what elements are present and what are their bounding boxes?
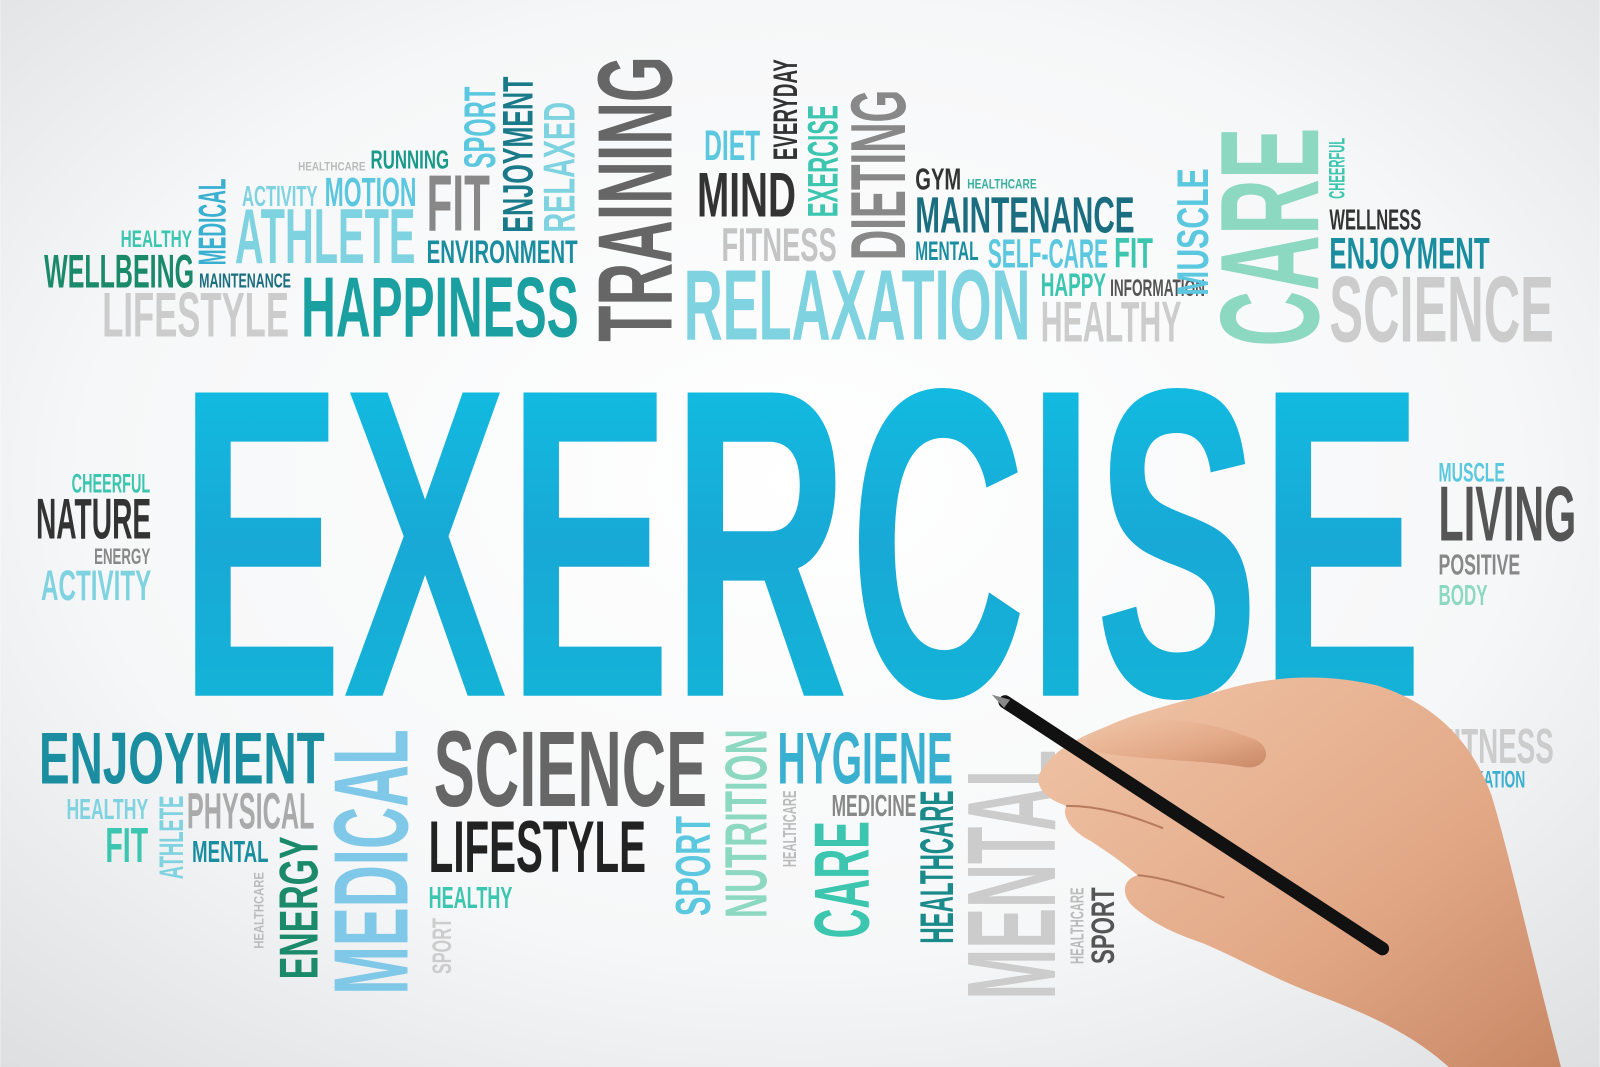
- hand-shape: [1038, 677, 1561, 1067]
- word: HAPPY: [1041, 266, 1106, 303]
- word: TRAINING: [576, 56, 694, 342]
- word: ENVIRONMENT: [427, 233, 578, 270]
- word: NATURE: [36, 488, 151, 552]
- word: FIT: [105, 819, 148, 873]
- word: MEDICAL: [312, 729, 430, 994]
- word: SPORT: [427, 918, 457, 974]
- word: CHEERFUL: [72, 469, 151, 499]
- word: POSITIVE: [1439, 549, 1521, 581]
- word: RUNNING: [371, 146, 450, 174]
- pen: [998, 695, 1390, 956]
- word: MIND: [697, 160, 796, 230]
- hand: [991, 677, 1561, 1067]
- word: NUTRITION: [712, 729, 779, 918]
- word: HAPPINESS: [301, 260, 578, 356]
- word: EXERCISE: [800, 105, 848, 217]
- word: MOTION: [325, 169, 417, 215]
- words: HEALTHCARE RUNNING SPORT ENJOYMENT RELAX…: [36, 56, 1576, 1000]
- word: FIT: [427, 159, 490, 248]
- word: SPORT: [1084, 887, 1121, 964]
- word: LIVING: [1439, 472, 1577, 558]
- word: HEALTHCARE: [251, 872, 267, 949]
- word: ENJOYMENT: [495, 77, 543, 233]
- word: HEALTHCARE: [967, 177, 1036, 193]
- word: HEALTHY: [1041, 291, 1182, 355]
- word: CARE: [1191, 128, 1348, 347]
- word: ENJOYMENT: [1329, 227, 1489, 278]
- word: ENERGY: [94, 544, 150, 569]
- word: ATHLETE: [235, 194, 416, 280]
- word: SELF-CARE: [988, 230, 1108, 276]
- word: HEALTHCARE: [298, 159, 365, 173]
- word: LIFESTYLE: [429, 806, 646, 888]
- word: ACTIVITY: [242, 181, 317, 213]
- word: PHYSICAL: [187, 782, 315, 839]
- word: FIT: [1114, 229, 1153, 277]
- word: MENTAL: [915, 236, 978, 266]
- word: WELLBEING: [44, 246, 194, 298]
- word: HYGIENE: [778, 717, 953, 799]
- word: ATHLETE: [153, 796, 191, 880]
- word: ACTIVITY: [41, 562, 151, 610]
- word: MENTAL: [192, 835, 269, 869]
- word: WELLNESS: [1329, 205, 1421, 237]
- word: RELAXED: [534, 102, 585, 233]
- word: HEALTHCARE: [1067, 887, 1088, 964]
- word: ENJOYMENT: [39, 717, 325, 799]
- word: SPORT: [667, 816, 721, 916]
- word: MUSCLE: [1167, 168, 1218, 296]
- word: ENERGY: [268, 836, 330, 979]
- word: MEDICINE: [832, 789, 917, 823]
- word: EVERYDAY: [767, 59, 805, 160]
- word: MAINTENANCE: [915, 187, 1134, 244]
- word: DIET: [704, 122, 760, 170]
- word: LIFESTYLE: [102, 281, 289, 351]
- word: HEALTHY: [429, 881, 513, 915]
- word: SPORT: [454, 87, 505, 169]
- word: HEALTHCARE: [779, 791, 800, 868]
- word: DIETING: [836, 90, 922, 260]
- word: SCIENCE: [1329, 257, 1553, 362]
- word: HEALTHY: [121, 226, 192, 253]
- word: SCIENCE: [434, 708, 707, 829]
- pen-tip: [991, 694, 1011, 708]
- word: BODY: [1439, 580, 1488, 612]
- thumb: [1086, 719, 1267, 768]
- word: RELAXATION: [684, 251, 1031, 362]
- word: INFORMATION: [1110, 275, 1205, 302]
- word: CHEERFUL: [1325, 138, 1350, 199]
- word: MAINTENANCE: [199, 271, 291, 293]
- word: GYM: [915, 163, 961, 197]
- word: MEDICAL: [192, 179, 235, 266]
- word: FITNESS: [721, 219, 836, 271]
- finger-line: [1066, 804, 1225, 899]
- word: MUSCLE: [1439, 457, 1505, 487]
- word: CARE: [799, 821, 885, 938]
- word: HEALTHY: [67, 794, 149, 826]
- word: HEALTHCARE: [911, 791, 963, 944]
